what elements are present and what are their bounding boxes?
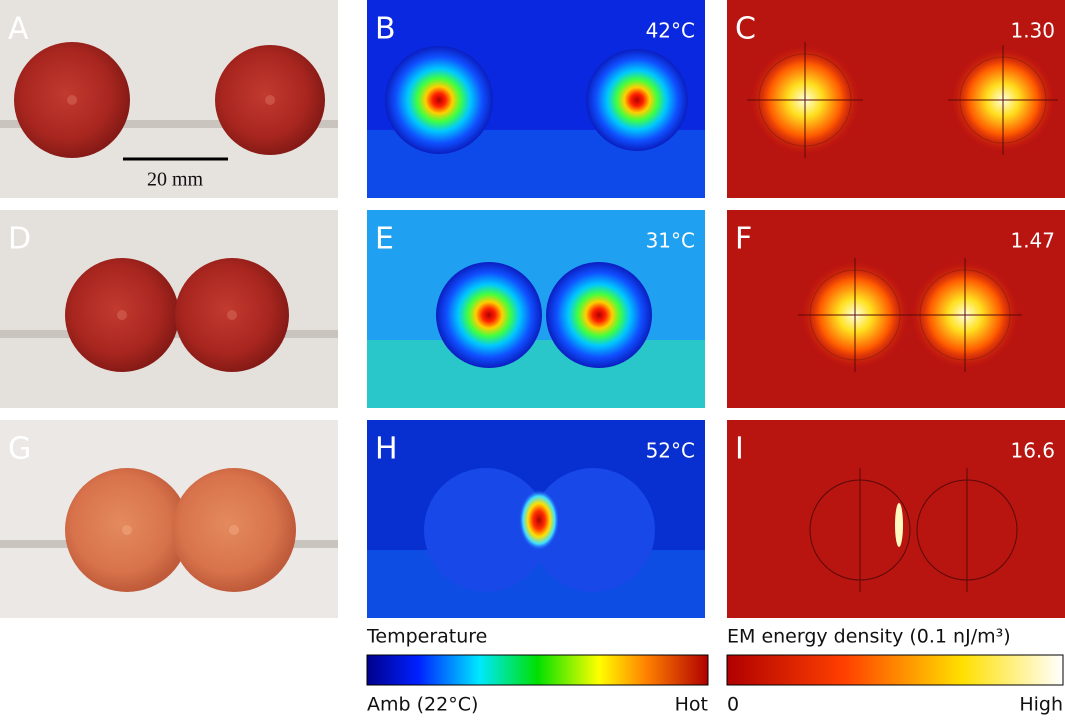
- colorbar-title: EM energy density (0.1 nJ/m³): [727, 626, 1011, 648]
- surface: [367, 340, 705, 408]
- panel-annotation: 1.30: [1010, 19, 1055, 43]
- grape-shape: [531, 468, 655, 592]
- grape-shape: [424, 468, 548, 592]
- panel-label: A: [8, 12, 29, 47]
- field-spot: [895, 503, 903, 547]
- panel-image: [727, 420, 1065, 618]
- hot-spot: [586, 49, 688, 151]
- panel-image: [727, 210, 1065, 408]
- panel-label: I: [735, 432, 744, 467]
- panel: G: [0, 420, 338, 618]
- panel: C 1.30: [727, 0, 1065, 198]
- panel: I 16.6: [727, 420, 1065, 618]
- hot-spot: [519, 490, 559, 550]
- colorbar-min: 0: [727, 694, 739, 716]
- temperature-colorbar: Temperature Amb (22°C) Hot: [366, 626, 709, 716]
- grape-center: [265, 95, 275, 105]
- colorbar: [366, 654, 709, 686]
- panel-image: [0, 420, 338, 618]
- panel-label: B: [375, 12, 396, 47]
- panel-annotation: 16.6: [1010, 439, 1055, 463]
- colorbar-max: Hot: [675, 694, 708, 716]
- panel-label: G: [8, 432, 31, 467]
- hot-spot: [546, 262, 652, 368]
- grape-center: [227, 310, 237, 320]
- panel: A 20 mm: [0, 0, 338, 198]
- panel-image: [727, 0, 1065, 198]
- panel-annotation: 31°C: [646, 229, 695, 253]
- grape-center: [122, 525, 132, 535]
- panel-image: [367, 210, 705, 408]
- panel-label: C: [735, 12, 756, 47]
- table-edge: [0, 120, 338, 128]
- panel: F 1.47: [727, 210, 1065, 408]
- panel: H 52°C: [367, 420, 705, 618]
- grape-center: [229, 525, 239, 535]
- panel-label: D: [8, 222, 31, 257]
- scale-bar-label: 20 mm: [147, 169, 204, 191]
- grape-center: [117, 310, 127, 320]
- colorbar: [726, 654, 1064, 686]
- panel-image: [0, 0, 338, 198]
- panels: A 20 mm B 42°C C 1.30 D E 31°C F 1.47 G H 52°C I 16.6: [0, 0, 1065, 618]
- panel-annotation: 52°C: [646, 439, 695, 463]
- colorbar-max: High: [1019, 694, 1063, 716]
- panel: D: [0, 210, 338, 408]
- panel-image: [0, 210, 338, 408]
- panel-image: [367, 420, 705, 618]
- hot-spot: [436, 262, 542, 368]
- panel: B 42°C: [367, 0, 705, 198]
- panel-annotation: 42°C: [646, 19, 695, 43]
- em-colorbar: EM energy density (0.1 nJ/m³) 0 High: [726, 626, 1064, 716]
- panel-label: H: [375, 432, 398, 467]
- panel-image: [367, 0, 705, 198]
- hot-spot: [385, 46, 493, 154]
- panel-annotation: 1.47: [1010, 229, 1055, 253]
- colorbar-title: Temperature: [366, 626, 487, 648]
- panel-label: F: [735, 222, 752, 257]
- colorbar-min: Amb (22°C): [367, 694, 478, 716]
- grape-center: [67, 95, 77, 105]
- panel: E 31°C: [367, 210, 705, 408]
- panel-label: E: [375, 222, 394, 257]
